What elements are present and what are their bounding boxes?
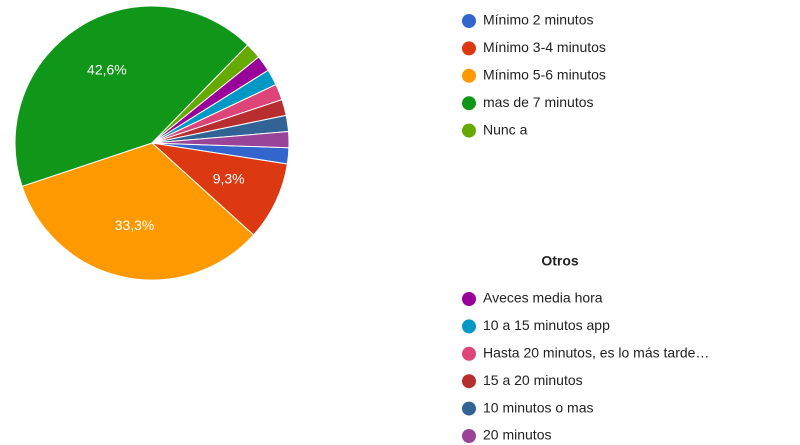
- legend-marker: [462, 292, 476, 306]
- legend-label: 15 a 20 minutos: [483, 372, 583, 388]
- legend-label: Nunc a: [483, 121, 528, 137]
- legend-marker: [462, 401, 476, 416]
- legend-marker: [462, 96, 476, 111]
- legend-marker: [462, 346, 476, 361]
- legend-label: Hasta 20 minutos, es lo más tarde…: [483, 345, 709, 361]
- pie-slice: [150, 142, 288, 236]
- pie-slice: [21, 142, 255, 281]
- legend-marker: [462, 374, 476, 389]
- slice-label: 9,3%: [213, 170, 245, 186]
- legend-label: 20 minutos: [483, 427, 551, 443]
- legend-marker: [462, 68, 476, 83]
- legend-label: mas de 7 minutos: [483, 94, 594, 110]
- legend-label: 10 minutos o mas: [483, 399, 594, 415]
- legend-label: 10 a 15 minutos app: [483, 317, 610, 333]
- legend-marker: [462, 429, 476, 443]
- slice-label: 42,6%: [87, 62, 127, 78]
- legend-marker: [462, 319, 476, 334]
- legend-label: Mínimo 5-6 minutos: [483, 67, 606, 83]
- slice-label: 33,3%: [115, 217, 155, 233]
- legend-group-title: Otros: [541, 253, 579, 269]
- legend-marker: [462, 123, 476, 138]
- pie-slice: [151, 130, 290, 149]
- legend-label: Mínimo 2 minutos: [483, 12, 593, 28]
- legend-marker: [462, 14, 476, 28]
- legend-label: Aveces media hora: [483, 290, 603, 306]
- legend-label: Mínimo 3-4 minutos: [483, 39, 606, 55]
- legend-marker: [462, 41, 476, 56]
- pie-slice: [14, 5, 249, 187]
